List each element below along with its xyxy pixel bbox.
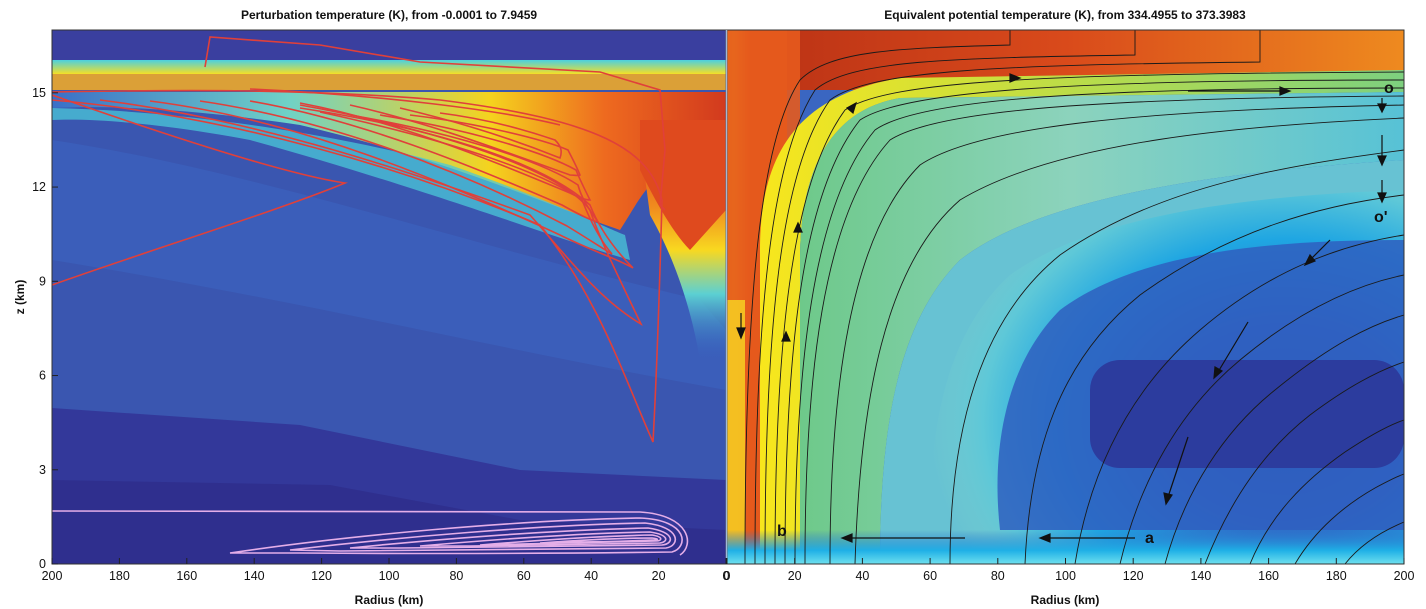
right-flow-arrows xyxy=(736,73,1387,543)
right-x-ticks: 0 20 40 60 80 100 120 140 160 180 200 xyxy=(724,558,1415,583)
left-x-tick-label: 0 xyxy=(723,569,730,583)
y-axis-label: z (km) xyxy=(13,280,27,315)
left-x-tick-label: 120 xyxy=(311,569,332,583)
left-x-axis-label: Radius (km) xyxy=(355,593,424,607)
left-x-tick-label: 160 xyxy=(176,569,197,583)
left-x-tick-label: 20 xyxy=(652,569,666,583)
right-x-tick-label: 200 xyxy=(1394,569,1415,583)
right-x-tick-label: 80 xyxy=(991,569,1005,583)
y-tick-label: 6 xyxy=(39,369,46,383)
right-x-tick-label: 60 xyxy=(923,569,937,583)
annotation-o: o xyxy=(1384,80,1394,97)
left-x-tick-label: 60 xyxy=(517,569,531,583)
left-red-contours xyxy=(52,36,666,443)
annotation-o-prime: o' xyxy=(1374,209,1388,226)
left-x-tick-label: 100 xyxy=(379,569,400,583)
left-y-ticks: 0 3 6 9 12 15 xyxy=(32,86,58,571)
left-x-ticks: 200 180 160 140 120 100 80 60 40 20 0 xyxy=(42,558,730,583)
annotation-b: b xyxy=(777,523,787,540)
left-top-sheet xyxy=(52,60,726,74)
right-x-tick-label: 20 xyxy=(788,569,802,583)
left-panel xyxy=(52,30,726,564)
left-x-tick-label: 40 xyxy=(584,569,598,583)
left-x-tick-label: 80 xyxy=(449,569,463,583)
left-x-tick-label: 200 xyxy=(42,569,63,583)
left-pink-contours xyxy=(52,510,689,556)
right-x-tick-label: 140 xyxy=(1190,569,1211,583)
left-warm-band xyxy=(52,92,726,230)
right-x-tick-label: 180 xyxy=(1326,569,1347,583)
left-chart-title: Perturbation temperature (K), from -0.00… xyxy=(241,8,537,22)
right-chart-title: Equivalent potential temperature (K), fr… xyxy=(884,8,1246,22)
right-green-region xyxy=(800,92,1404,564)
right-x-tick-label: 40 xyxy=(855,569,869,583)
right-x-tick-label: 120 xyxy=(1123,569,1144,583)
y-tick-label: 15 xyxy=(32,86,46,100)
annotation-a: a xyxy=(1145,530,1154,547)
right-dark-block xyxy=(1090,360,1404,468)
left-x-tick-label: 140 xyxy=(244,569,265,583)
right-panel: a b o o' xyxy=(727,30,1404,564)
right-x-tick-label: 160 xyxy=(1258,569,1279,583)
right-x-tick-label: 0 xyxy=(724,569,731,583)
y-tick-label: 9 xyxy=(39,274,46,288)
y-tick-label: 12 xyxy=(32,180,46,194)
right-x-tick-label: 100 xyxy=(1055,569,1076,583)
y-tick-label: 3 xyxy=(39,463,46,477)
right-yellow-band xyxy=(760,70,1404,564)
y-tick-label: 0 xyxy=(39,557,46,571)
right-streamlines xyxy=(744,30,1404,564)
right-x-axis-label: Radius (km) xyxy=(1031,593,1100,607)
left-x-tick-label: 180 xyxy=(109,569,130,583)
